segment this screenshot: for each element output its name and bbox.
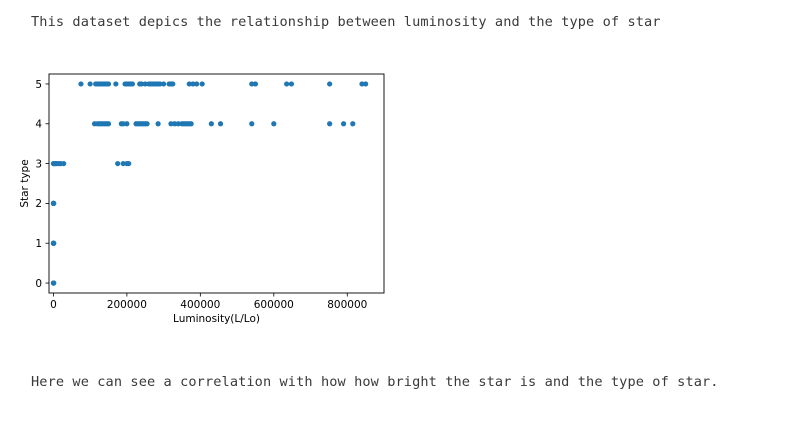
y-tick-label: 4 <box>35 119 42 131</box>
data-point <box>363 81 369 87</box>
data-point <box>359 81 365 87</box>
data-point <box>51 280 57 286</box>
data-point <box>126 160 132 167</box>
data-point <box>51 240 57 246</box>
data-point <box>350 121 356 127</box>
data-point <box>284 81 290 87</box>
x-axis-label: Luminosity(L/Lo) <box>173 313 260 325</box>
conclusion-text: Here we can see a correlation with how h… <box>31 374 719 390</box>
y-axis-label: Star type <box>19 159 31 207</box>
data-point <box>142 81 148 87</box>
y-tick-label: 3 <box>35 158 42 170</box>
data-point <box>155 121 161 127</box>
plot-frame <box>48 73 385 294</box>
data-point <box>78 81 84 87</box>
intro-text: This dataset depics the relationship bet… <box>31 14 661 30</box>
y-tick-label: 2 <box>35 198 42 210</box>
data-point <box>120 160 126 167</box>
data-point <box>288 81 295 87</box>
data-point <box>113 81 119 87</box>
data-point <box>105 81 112 87</box>
x-tick-label: 600000 <box>254 299 294 311</box>
data-point <box>249 121 255 127</box>
axes-layer: 0 200000 400000 600000 800000 0 1 2 3 4 5 <box>35 79 367 311</box>
data-point <box>124 121 130 127</box>
data-point <box>115 160 121 167</box>
data-point <box>186 81 192 87</box>
data-point <box>208 121 214 127</box>
data-point <box>61 160 67 167</box>
data-point <box>51 200 57 207</box>
data-point <box>161 81 167 87</box>
data-point <box>175 121 181 127</box>
data-point <box>172 121 178 127</box>
x-tick-label: 800000 <box>327 299 367 311</box>
points-layer <box>50 81 369 286</box>
data-point <box>327 81 333 87</box>
y-tick-label: 1 <box>35 238 42 250</box>
data-point <box>271 121 277 127</box>
x-tick-label: 400000 <box>180 299 220 311</box>
data-point <box>190 81 196 87</box>
data-point <box>120 121 126 127</box>
data-point <box>340 121 347 127</box>
y-tick-label: 5 <box>35 79 42 91</box>
data-point <box>188 121 194 127</box>
data-point <box>249 81 255 87</box>
data-point <box>144 121 150 127</box>
data-point <box>138 81 145 87</box>
data-point <box>168 121 174 127</box>
y-tick-label: 0 <box>35 278 42 290</box>
data-point <box>157 81 163 87</box>
x-tick-label: 0 <box>50 299 57 311</box>
x-tick-label: 200000 <box>107 299 147 311</box>
data-point <box>327 121 333 127</box>
data-point <box>170 81 176 87</box>
data-point <box>129 81 135 87</box>
data-point <box>194 81 200 87</box>
data-point <box>105 121 112 127</box>
data-point <box>199 81 205 87</box>
data-point <box>217 121 224 127</box>
data-point <box>252 81 259 87</box>
data-point <box>87 81 93 87</box>
